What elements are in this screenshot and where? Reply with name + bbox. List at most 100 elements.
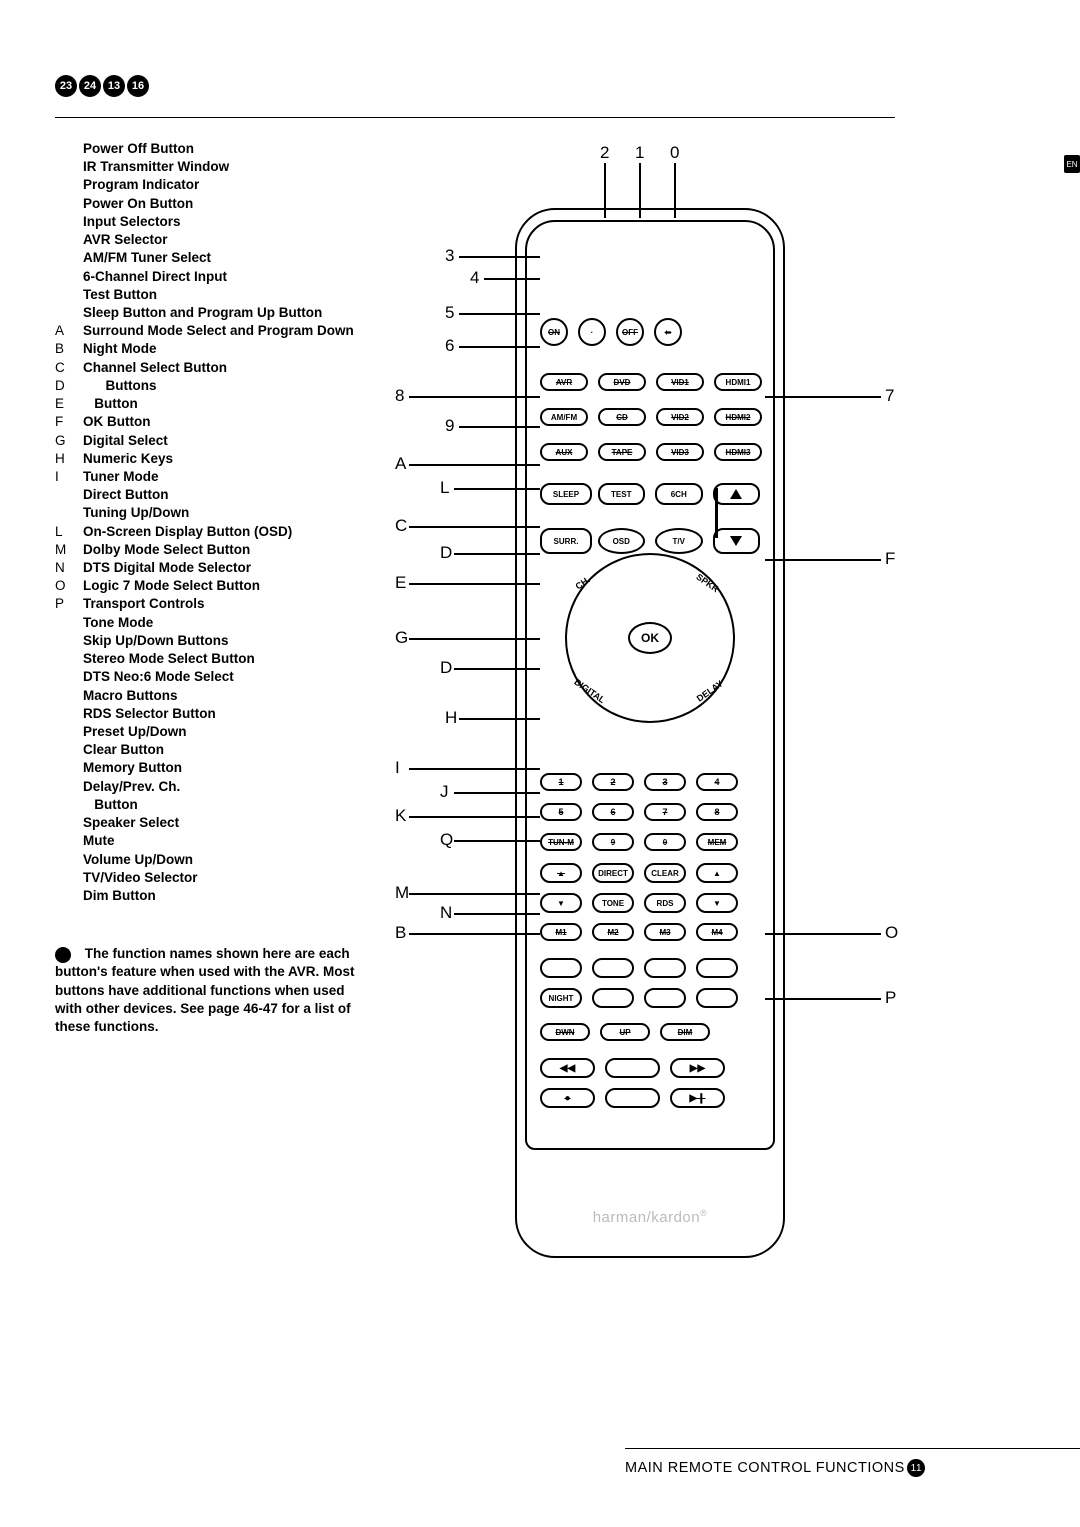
callout-M: M bbox=[395, 883, 409, 903]
function-label: Preset Up/Down bbox=[83, 723, 187, 741]
remote-button-AUX: AUX bbox=[540, 443, 588, 461]
function-key bbox=[55, 705, 83, 723]
function-key: P bbox=[55, 595, 83, 613]
function-label: Power Off Button bbox=[83, 140, 194, 158]
remote-button-2: 2 bbox=[592, 773, 634, 791]
remote-button-8: 8 bbox=[696, 803, 738, 821]
callout-N: N bbox=[440, 903, 452, 923]
function-label: OK Button bbox=[83, 413, 150, 431]
remote-button-▶❙: ▶❙ bbox=[670, 1088, 725, 1108]
function-item: BNight Mode bbox=[55, 340, 375, 358]
language-tab: EN bbox=[1064, 155, 1080, 173]
callout-line bbox=[459, 313, 540, 315]
function-item: AM/FM Tuner Select bbox=[55, 249, 375, 267]
function-label: Power On Button bbox=[83, 195, 193, 213]
function-label: Test Button bbox=[83, 286, 157, 304]
remote-button-TEST: TEST bbox=[598, 483, 646, 505]
function-label: TV/Video Selector bbox=[83, 869, 198, 887]
function-item: ITuner Mode bbox=[55, 468, 375, 486]
function-item: FOK Button bbox=[55, 413, 375, 431]
function-label: Clear Button bbox=[83, 741, 164, 759]
function-key bbox=[55, 723, 83, 741]
remote-button-0: 0 bbox=[644, 833, 686, 851]
remote-button-7: 7 bbox=[644, 803, 686, 821]
remote-button-TAPE: TAPE bbox=[598, 443, 646, 461]
brand-label: harman/kardon® bbox=[517, 1208, 783, 1226]
function-key: I bbox=[55, 468, 83, 486]
function-key bbox=[55, 887, 83, 905]
function-key bbox=[55, 268, 83, 286]
remote-button-3: 3 bbox=[644, 773, 686, 791]
function-item: MDolby Mode Select Button bbox=[55, 541, 375, 559]
page: EN 23241316 Power Off ButtonIR Transmitt… bbox=[0, 0, 1080, 1527]
function-key bbox=[55, 304, 83, 322]
remote-button-6CH: 6CH bbox=[655, 483, 703, 505]
callout-line bbox=[765, 559, 881, 561]
function-key bbox=[55, 195, 83, 213]
remote-button-UP: UP bbox=[600, 1023, 650, 1041]
function-item: Stereo Mode Select Button bbox=[55, 650, 375, 668]
function-item: TV/Video Selector bbox=[55, 869, 375, 887]
callout-line bbox=[454, 553, 540, 555]
function-label: Logic 7 Mode Select Button bbox=[83, 577, 260, 595]
function-label: 6-Channel Direct Input bbox=[83, 268, 227, 286]
function-item: PTransport Controls bbox=[55, 595, 375, 613]
function-item: E Button bbox=[55, 395, 375, 413]
callout-9: 9 bbox=[445, 416, 454, 436]
function-label: AVR Selector bbox=[83, 231, 168, 249]
page-footer: MAIN REMOTE CONTROL FUNCTIONS 11 bbox=[625, 1448, 1080, 1477]
function-label: Dim Button bbox=[83, 887, 156, 905]
callout-E: E bbox=[395, 573, 406, 593]
function-label: Delay/Prev. Ch. bbox=[83, 778, 180, 796]
remote-button-VID1: VID1 bbox=[656, 373, 704, 391]
remote-button-6: 6 bbox=[592, 803, 634, 821]
function-item: Sleep Button and Program Up Button bbox=[55, 304, 375, 322]
callout-line bbox=[409, 816, 540, 818]
remote-button-ON: ON bbox=[540, 318, 568, 346]
header-icon: 24 bbox=[79, 75, 101, 97]
callout-line bbox=[454, 488, 540, 490]
function-item: Preset Up/Down bbox=[55, 723, 375, 741]
remote-button-blank bbox=[644, 988, 686, 1008]
function-item: LOn-Screen Display Button (OSD) bbox=[55, 523, 375, 541]
remote-button-DVD: DVD bbox=[598, 373, 646, 391]
function-label: Tuning Up/Down bbox=[83, 504, 189, 522]
function-key bbox=[55, 286, 83, 304]
callout-line bbox=[639, 163, 641, 218]
function-label: Numeric Keys bbox=[83, 450, 173, 468]
function-item: Clear Button bbox=[55, 741, 375, 759]
function-label: Button bbox=[83, 796, 138, 814]
remote-button-OSD: OSD bbox=[598, 528, 646, 554]
function-key: F bbox=[55, 413, 83, 431]
function-key bbox=[55, 650, 83, 668]
remote-button-M3: M3 bbox=[644, 923, 686, 941]
function-label: Tone Mode bbox=[83, 614, 153, 632]
callout-line bbox=[454, 840, 540, 842]
function-item: 6-Channel Direct Input bbox=[55, 268, 375, 286]
function-item: Power On Button bbox=[55, 195, 375, 213]
function-label: Dolby Mode Select Button bbox=[83, 541, 250, 559]
remote-button-blank bbox=[644, 958, 686, 978]
callout-line bbox=[459, 256, 540, 258]
remote-button-▼: ▼ bbox=[540, 893, 582, 913]
remote-button-M2: M2 bbox=[592, 923, 634, 941]
function-key bbox=[55, 249, 83, 267]
callout-line bbox=[409, 768, 540, 770]
remote-button-AVR: AVR bbox=[540, 373, 588, 391]
function-key bbox=[55, 741, 83, 759]
remote-button-TUN-M: TUN-M bbox=[540, 833, 582, 851]
callout-line bbox=[674, 163, 676, 218]
callout-line bbox=[454, 913, 540, 915]
remote-button-▼ bbox=[713, 528, 761, 554]
callout-8: 8 bbox=[395, 386, 404, 406]
function-label: DTS Digital Mode Selector bbox=[83, 559, 251, 577]
remote-button-▼: ▼ bbox=[696, 893, 738, 913]
remote-button-▲: ▲ bbox=[696, 863, 738, 883]
function-key bbox=[55, 486, 83, 504]
function-item: D Buttons bbox=[55, 377, 375, 395]
function-key bbox=[55, 632, 83, 650]
function-item: OLogic 7 Mode Select Button bbox=[55, 577, 375, 595]
function-key: B bbox=[55, 340, 83, 358]
function-item: AVR Selector bbox=[55, 231, 375, 249]
function-item: Speaker Select bbox=[55, 814, 375, 832]
